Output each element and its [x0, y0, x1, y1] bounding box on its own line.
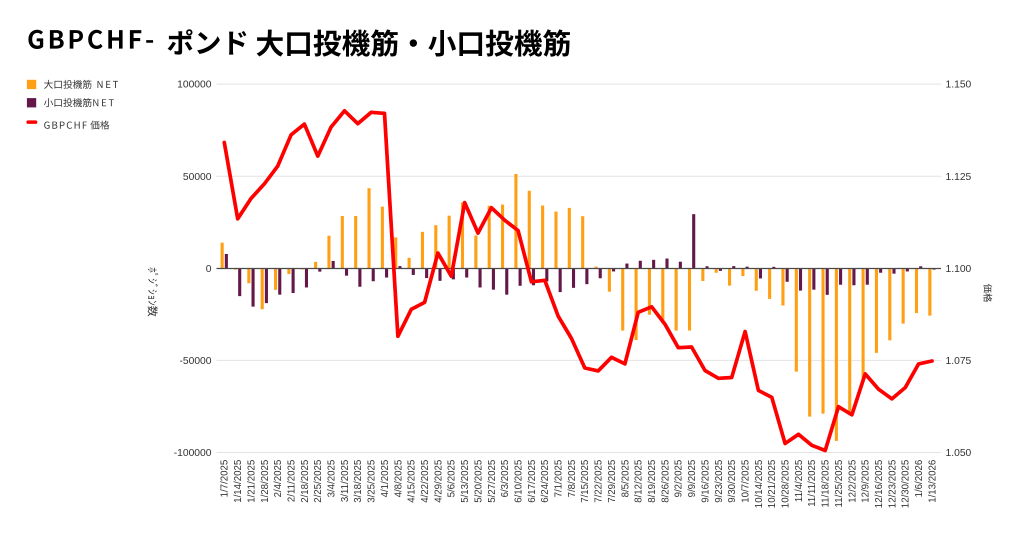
svg-text:1/21/2025: 1/21/2025 — [246, 460, 257, 503]
svg-text:0: 0 — [206, 264, 212, 275]
svg-text:2/25/2025: 2/25/2025 — [313, 460, 324, 503]
svg-text:10/14/2025: 10/14/2025 — [754, 460, 765, 509]
svg-text:50000: 50000 — [183, 172, 212, 183]
svg-text:9/2/2025: 9/2/2025 — [674, 460, 685, 498]
svg-text:7/22/2025: 7/22/2025 — [594, 460, 605, 503]
svg-text:9/23/2025: 9/23/2025 — [714, 460, 725, 503]
svg-text:9/16/2025: 9/16/2025 — [700, 460, 711, 503]
svg-text:5/20/2025: 5/20/2025 — [473, 460, 484, 503]
svg-text:12/23/2025: 12/23/2025 — [887, 460, 898, 509]
svg-text:10/7/2025: 10/7/2025 — [741, 460, 752, 503]
svg-text:2/18/2025: 2/18/2025 — [300, 460, 311, 503]
svg-text:1.125: 1.125 — [946, 172, 972, 183]
svg-text:8/26/2025: 8/26/2025 — [660, 460, 671, 503]
svg-text:1.050: 1.050 — [946, 448, 972, 459]
svg-text:-50000: -50000 — [179, 356, 211, 367]
svg-text:3/18/2025: 3/18/2025 — [353, 460, 364, 503]
svg-text:7/8/2025: 7/8/2025 — [567, 460, 578, 498]
svg-text:4/22/2025: 4/22/2025 — [420, 460, 431, 503]
svg-text:11/18/2025: 11/18/2025 — [821, 460, 832, 508]
svg-text:1.100: 1.100 — [946, 264, 972, 275]
svg-text:8/5/2025: 8/5/2025 — [620, 460, 631, 498]
svg-text:9/30/2025: 9/30/2025 — [727, 460, 738, 503]
svg-text:4/29/2025: 4/29/2025 — [433, 460, 444, 503]
svg-text:5/6/2025: 5/6/2025 — [447, 460, 458, 498]
svg-text:2/4/2025: 2/4/2025 — [273, 460, 284, 498]
svg-text:-100000: -100000 — [174, 448, 212, 459]
svg-text:3/25/2025: 3/25/2025 — [367, 460, 378, 503]
svg-text:12/2/2025: 12/2/2025 — [847, 460, 858, 503]
svg-text:1/7/2025: 1/7/2025 — [220, 460, 231, 498]
svg-text:12/16/2025: 12/16/2025 — [874, 460, 885, 509]
svg-text:4/15/2025: 4/15/2025 — [407, 460, 418, 503]
svg-text:5/13/2025: 5/13/2025 — [460, 460, 471, 503]
svg-text:2/11/2025: 2/11/2025 — [287, 460, 298, 502]
svg-text:1/6/2026: 1/6/2026 — [914, 460, 925, 498]
svg-text:7/1/2025: 7/1/2025 — [554, 460, 565, 498]
svg-text:12/30/2025: 12/30/2025 — [901, 460, 912, 509]
svg-text:6/3/2025: 6/3/2025 — [500, 460, 511, 498]
svg-text:4/1/2025: 4/1/2025 — [380, 460, 391, 498]
svg-text:7/29/2025: 7/29/2025 — [607, 460, 618, 503]
svg-text:11/4/2025: 11/4/2025 — [794, 460, 805, 502]
svg-text:6/24/2025: 6/24/2025 — [540, 460, 551, 503]
svg-text:9/9/2025: 9/9/2025 — [687, 460, 698, 498]
svg-text:6/10/2025: 6/10/2025 — [514, 460, 525, 503]
svg-text:8/12/2025: 8/12/2025 — [634, 460, 645, 503]
svg-text:1/14/2025: 1/14/2025 — [233, 460, 244, 503]
svg-text:10/28/2025: 10/28/2025 — [781, 460, 792, 509]
svg-text:7/15/2025: 7/15/2025 — [580, 460, 591, 503]
svg-text:100000: 100000 — [177, 80, 212, 91]
svg-text:10/21/2025: 10/21/2025 — [767, 460, 778, 509]
svg-text:5/27/2025: 5/27/2025 — [487, 460, 498, 503]
svg-text:1.075: 1.075 — [946, 356, 972, 367]
svg-text:1/13/2026: 1/13/2026 — [927, 460, 938, 503]
svg-text:4/8/2025: 4/8/2025 — [393, 460, 404, 498]
svg-text:1.150: 1.150 — [946, 80, 972, 91]
svg-text:6/17/2025: 6/17/2025 — [527, 460, 538, 503]
svg-text:8/19/2025: 8/19/2025 — [647, 460, 658, 503]
svg-text:3/11/2025: 3/11/2025 — [340, 460, 351, 502]
svg-text:1/28/2025: 1/28/2025 — [260, 460, 271, 503]
svg-text:11/11/2025: 11/11/2025 — [807, 460, 818, 507]
svg-text:3/4/2025: 3/4/2025 — [327, 460, 338, 498]
svg-text:12/9/2025: 12/9/2025 — [861, 460, 872, 503]
svg-text:11/25/2025: 11/25/2025 — [834, 460, 845, 508]
